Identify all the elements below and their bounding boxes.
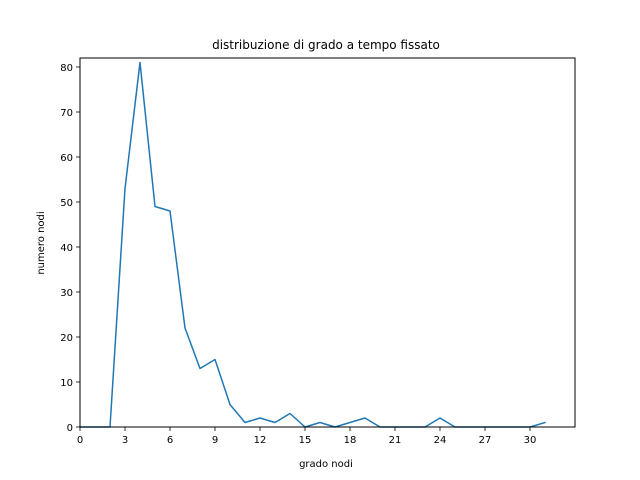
y-tick-label: 20 [60,333,73,344]
x-axis: 0 3 6 9 12 15 18 21 24 27 30 [77,427,537,446]
y-axis: 0 10 20 30 40 50 60 70 80 [60,63,80,434]
x-tick-label: 27 [479,435,492,446]
x-axis-label: grado nodi [299,459,353,470]
y-tick-label: 10 [60,378,73,389]
y-tick-label: 60 [60,153,73,164]
chart-title: distribuzione di grado a tempo fissato [212,38,440,52]
x-tick-label: 21 [389,435,402,446]
y-tick-label: 70 [60,108,73,119]
x-tick-label: 15 [299,435,312,446]
y-tick-label: 80 [60,63,73,74]
y-axis-label: numero nodi [36,211,47,274]
x-tick-label: 3 [122,435,128,446]
y-tick-label: 50 [60,198,73,209]
x-tick-label: 24 [434,435,447,446]
plot-frame [79,57,576,428]
x-tick-label: 12 [254,435,267,446]
y-tick-label: 40 [60,243,73,254]
y-tick-label: 30 [60,288,73,299]
x-tick-label: 30 [524,435,537,446]
y-tick-label: 0 [67,423,73,434]
x-tick-label: 6 [167,435,173,446]
x-tick-label: 9 [212,435,218,446]
x-tick-label: 0 [77,435,83,446]
x-tick-label: 18 [344,435,357,446]
